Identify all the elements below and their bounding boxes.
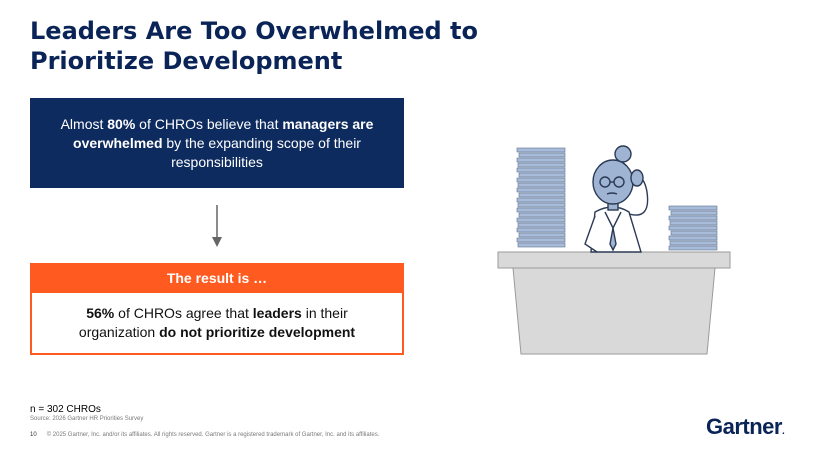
result-stat-text: 56% of CHROs agree that leaders in their… [50,304,384,342]
result-percent: 56% [86,305,115,321]
logo-text: Gartner [706,414,782,439]
footer: 10 © 2025 Gartner, Inc. and/or its affil… [30,432,379,438]
stat-text-2: of CHROs believe that [135,115,283,132]
result-emphasis-2: do not prioritize development [159,324,356,340]
sample-size-note: n = 302 CHROs [30,404,101,415]
result-text-1: of CHROs agree that [114,305,253,321]
paper-stack-right-icon [668,205,718,251]
result-header: The result is … [30,263,404,293]
gartner-logo: Gartner. [706,414,785,440]
stat-percent: 80% [107,115,136,132]
manager-stat-box: Almost 80% of CHROs believe that manager… [30,98,404,188]
page-number: 10 [30,432,37,438]
result-emphasis-1: leaders [252,305,302,321]
slide-title: Leaders Are Too Overwhelmed to Prioritiz… [30,16,590,76]
overwhelmed-manager-illustration [497,145,731,355]
stat-text-3: by the expanding scope of their responsi… [162,134,361,170]
down-arrow-icon [212,205,222,247]
paper-stack-left-icon [516,147,566,248]
logo-dot-icon: . [781,426,785,437]
stat-text-1: Almost [60,115,108,132]
result-text-2: in their organization [78,305,348,340]
copyright-text: © 2025 Gartner, Inc. and/or its affiliat… [46,432,380,438]
stat-emphasis: managers are overwhelmed [73,115,374,151]
desk-illustration [497,251,731,355]
source-note: Source: 2026 Gartner HR Priorities Surve… [30,416,144,422]
result-stat-box: 56% of CHROs agree that leaders in their… [30,293,404,355]
person-icon [584,145,649,253]
slide-title-line-2: Prioritize Development [30,47,343,75]
slide-title-line-1: Leaders Are Too Overwhelmed to [30,17,478,45]
manager-stat-text: Almost 80% of CHROs believe that manager… [44,115,390,172]
